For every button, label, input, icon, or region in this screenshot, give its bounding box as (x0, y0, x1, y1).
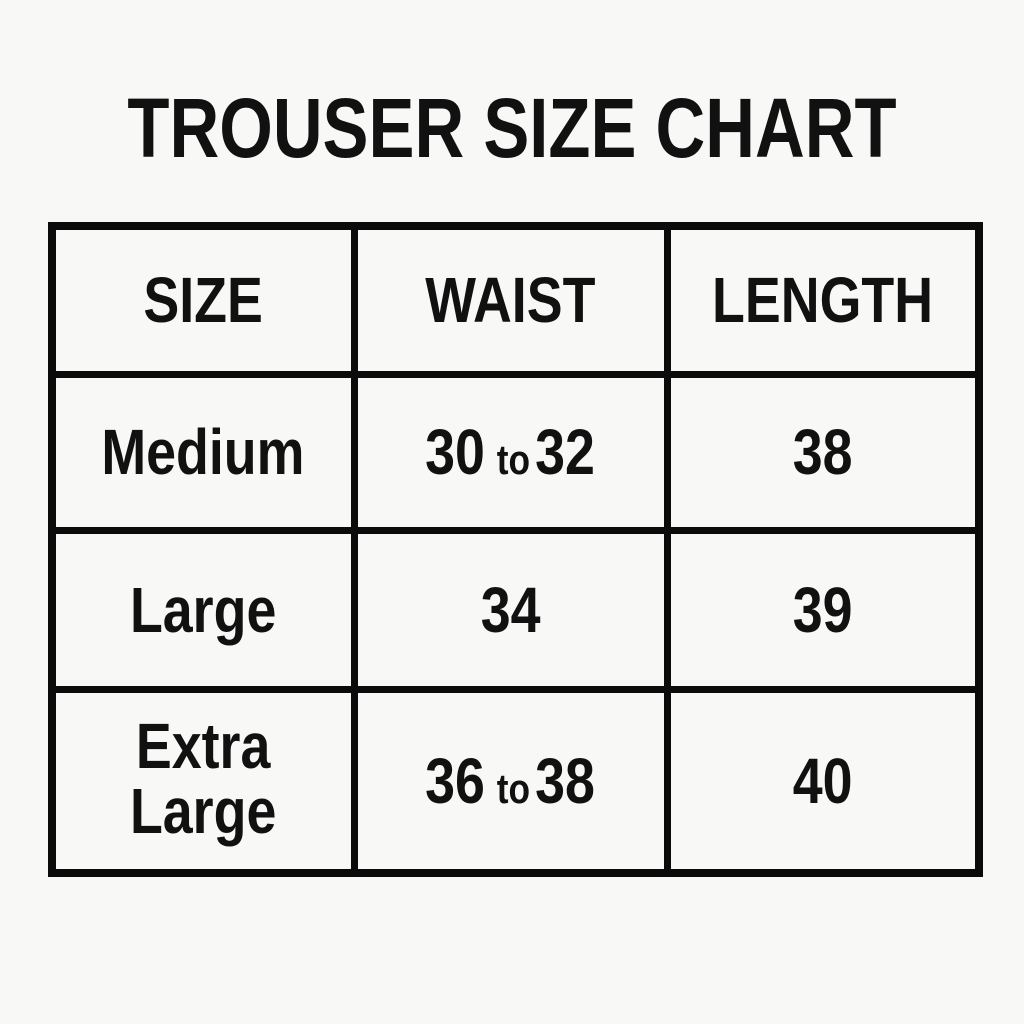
length-value: 38 (792, 416, 853, 488)
size-value: Medium (101, 416, 305, 488)
size-cell: Large (48, 526, 358, 693)
length-cell: 40 (663, 685, 983, 877)
header-cell-size: SIZE (48, 222, 358, 378)
header-length-label: LENGTH (712, 264, 934, 337)
waist-connector: to (497, 436, 531, 483)
waist-connector: to (497, 764, 531, 812)
table-header-row: SIZE WAIST LENGTH (48, 222, 983, 378)
waist-cell: 30 to32 (350, 370, 671, 534)
size-value: Extra Large (130, 709, 277, 847)
length-cell: 39 (663, 526, 983, 693)
table-row-large: Large 34 39 (48, 526, 983, 693)
waist-from-value: 36 (425, 744, 486, 817)
page-title-text: TROUSER SIZE CHART (127, 81, 897, 175)
length-value: 40 (792, 744, 853, 817)
header-cell-waist: WAIST (350, 222, 671, 378)
waist-from-value: 34 (480, 573, 541, 646)
header-waist-label: WAIST (425, 264, 596, 337)
length-cell: 38 (663, 370, 983, 534)
length-value: 39 (792, 573, 853, 646)
size-cell: Extra Large (48, 685, 358, 877)
size-cell: Medium (48, 370, 358, 534)
header-cell-length: LENGTH (663, 222, 983, 378)
waist-to-value: 38 (535, 744, 596, 817)
size-value: Large (130, 573, 277, 646)
page-title: TROUSER SIZE CHART (0, 86, 1024, 170)
waist-to-value: 32 (535, 416, 596, 488)
waist-cell: 34 (350, 526, 671, 693)
table-row-extra-large: Extra Large 36 to38 40 (48, 685, 983, 877)
waist-cell: 36 to38 (350, 685, 671, 877)
waist-from-value: 30 (425, 416, 486, 488)
table-row-medium: Medium 30 to32 38 (48, 370, 983, 534)
header-size-label: SIZE (143, 264, 263, 337)
trouser-size-table: SIZE WAIST LENGTH Medium 30 to32 38 Large… (48, 222, 983, 877)
